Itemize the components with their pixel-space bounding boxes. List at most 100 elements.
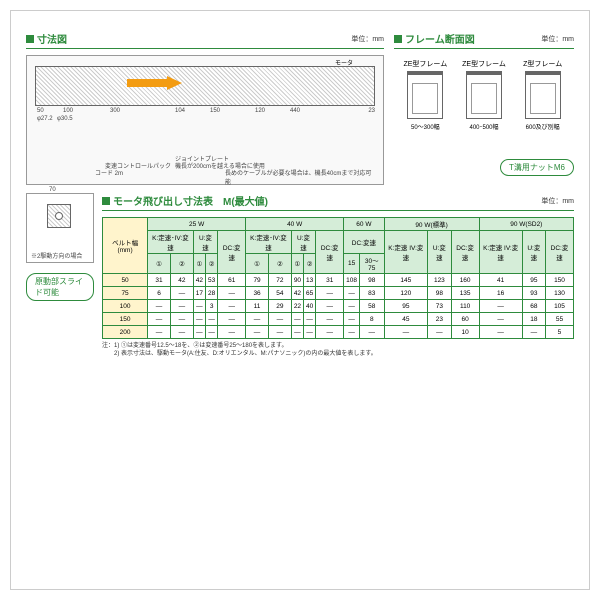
cell: —: [316, 326, 344, 339]
dim-note4: コード 2m: [95, 168, 123, 177]
cell: —: [148, 300, 171, 313]
cell: 110: [451, 300, 479, 313]
th-25w: 25 W: [148, 218, 246, 231]
cell: —: [291, 313, 303, 326]
motor-unit: 単位：mm: [541, 196, 574, 206]
cell: —: [218, 300, 246, 313]
cell: —: [246, 313, 269, 326]
small-drawing: 70 ※2駆動方向の場合: [26, 193, 94, 263]
cell: —: [268, 313, 291, 326]
dim-d1: φ27.2: [37, 116, 53, 122]
dim-l5: 150: [210, 108, 220, 114]
cell: —: [479, 326, 522, 339]
nut-pill: T溝用ナットM6: [500, 159, 574, 176]
dim-l2: 100: [63, 108, 73, 114]
cell: 53: [206, 274, 218, 287]
cell: 28: [206, 287, 218, 300]
cell: —: [360, 326, 385, 339]
cell: —: [344, 313, 360, 326]
cell: 23: [428, 313, 452, 326]
cs-width-2: 600及び別幅: [513, 122, 572, 131]
cross-section-row: ZE型フレーム 50～300幅 ZE型フレーム 400･500幅 Z型フレーム …: [394, 55, 574, 155]
note-2: 2) 表示寸法は、駆動モータ(A:住友、D:オリエンタル、M:パナソニック)の内…: [102, 350, 574, 358]
cell: 130: [545, 287, 573, 300]
th-90w: 90 W(標準): [384, 218, 479, 231]
cs-shape-2: [525, 71, 561, 119]
cell: —: [148, 313, 171, 326]
th-90wsd: 90 W(SD2): [479, 218, 573, 231]
cell: 3: [206, 300, 218, 313]
cell: 29: [268, 300, 291, 313]
cell: 95: [522, 274, 545, 287]
cell: 98: [360, 274, 385, 287]
cell: 72: [268, 274, 291, 287]
cell: 73: [428, 300, 452, 313]
cell: —: [170, 326, 193, 339]
cell: 120: [384, 287, 428, 300]
cs-width-0: 50～300幅: [396, 122, 455, 131]
cell: —: [344, 326, 360, 339]
cell: 95: [384, 300, 428, 313]
cell: 79: [246, 274, 269, 287]
dim-d2: φ30.5: [57, 116, 73, 122]
cell: —: [268, 326, 291, 339]
cell: 17: [193, 287, 205, 300]
row-belt: 150: [103, 313, 148, 326]
cell: —: [344, 300, 360, 313]
cross-title: フレーム断面図: [405, 31, 475, 46]
dim-l8: 23: [368, 108, 375, 114]
cell: 18: [522, 313, 545, 326]
sd-w: 70: [49, 187, 56, 193]
cell: —: [384, 326, 428, 339]
cross-unit: 単位：mm: [541, 34, 574, 44]
cell: 160: [451, 274, 479, 287]
cell: 60: [451, 313, 479, 326]
cell: 83: [360, 287, 385, 300]
cell: 36: [246, 287, 269, 300]
cell: —: [218, 326, 246, 339]
cell: —: [206, 326, 218, 339]
cs-label-2: Z型フレーム: [513, 59, 572, 69]
cell: 105: [545, 300, 573, 313]
row-belt: 200: [103, 326, 148, 339]
motor-table: ベルト幅 (mm) 25 W 40 W 60 W 90 W(標準) 90 W(S…: [102, 217, 574, 339]
cs-label-1: ZE型フレーム: [455, 59, 514, 69]
cs-shape-1: [466, 71, 502, 119]
cell: —: [479, 300, 522, 313]
cell: —: [522, 326, 545, 339]
cell: —: [218, 287, 246, 300]
cell: —: [316, 300, 344, 313]
dimension-drawing: モータ φ27.2 φ30.5 50 100 300 104 150 120 4…: [26, 55, 384, 185]
cs-shape-0: [407, 71, 443, 119]
th-40w: 40 W: [246, 218, 344, 231]
direction-arrow: [127, 76, 187, 90]
cell: 42: [193, 274, 205, 287]
cell: —: [304, 326, 316, 339]
divider: [394, 48, 574, 49]
th-belt: ベルト幅 (mm): [103, 218, 148, 274]
cell: 42: [291, 287, 303, 300]
cell: 8: [360, 313, 385, 326]
dim-title: 寸法図: [37, 31, 67, 46]
cell: —: [170, 300, 193, 313]
section-marker: [102, 197, 110, 205]
cell: —: [246, 326, 269, 339]
dim-note5: 長めのケーブルが必要な場合は、機長40cmまで対応可能: [225, 168, 375, 186]
cell: 31: [316, 274, 344, 287]
dim-l4: 104: [175, 108, 185, 114]
cell: 13: [304, 274, 316, 287]
cell: 41: [479, 274, 522, 287]
cell: 90: [291, 274, 303, 287]
cell: 98: [428, 287, 452, 300]
cell: —: [193, 300, 205, 313]
cell: —: [193, 313, 205, 326]
dim-l7: 440: [290, 108, 300, 114]
divider: [102, 210, 574, 211]
cell: —: [193, 326, 205, 339]
section-marker: [26, 35, 34, 43]
cell: 93: [522, 287, 545, 300]
cell: 16: [479, 287, 522, 300]
cell: 11: [246, 300, 269, 313]
row-belt: 50: [103, 274, 148, 287]
dim-unit: 単位：mm: [351, 34, 384, 44]
